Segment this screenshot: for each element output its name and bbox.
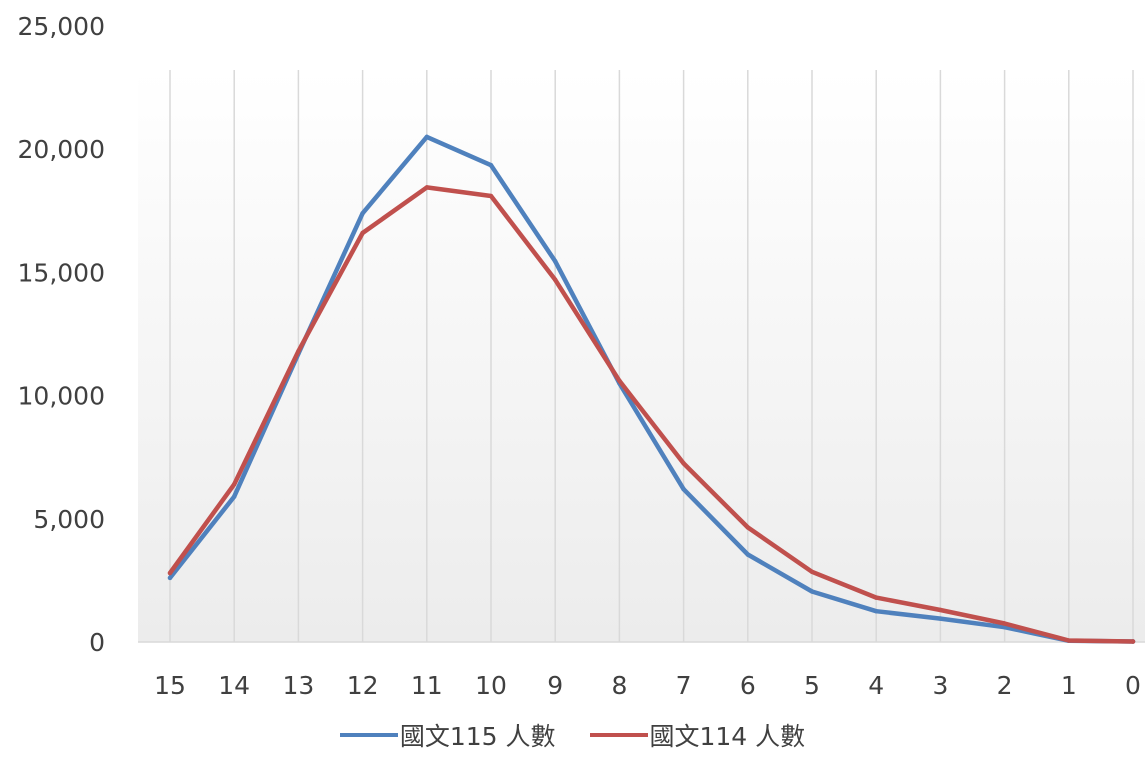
x-tick-label: 6: [740, 671, 756, 700]
data-point: [489, 194, 493, 198]
data-point: [425, 135, 429, 139]
y-tick-label: 25,000: [18, 12, 105, 41]
data-point: [168, 576, 172, 580]
data-point: [938, 616, 942, 620]
x-tick-label: 4: [868, 671, 884, 700]
y-tick-label: 5,000: [33, 505, 105, 534]
data-point: [617, 379, 621, 383]
plot-area: [138, 70, 1145, 642]
x-tick-label: 8: [611, 671, 627, 700]
x-tick-label: 5: [804, 671, 820, 700]
x-tick-label: 1: [1061, 671, 1077, 700]
data-point: [553, 259, 557, 263]
x-tick-label: 11: [411, 671, 443, 700]
data-point: [746, 552, 750, 556]
data-point: [810, 570, 814, 574]
x-tick-label: 3: [932, 671, 948, 700]
x-tick-label: 10: [475, 671, 507, 700]
data-point: [296, 349, 300, 353]
data-point: [1131, 639, 1135, 643]
y-tick-label: 0: [89, 628, 105, 657]
x-tick-label: 7: [676, 671, 692, 700]
data-point: [360, 231, 364, 235]
x-tick-label: 12: [347, 671, 379, 700]
data-point: [746, 525, 750, 529]
data-point: [874, 609, 878, 613]
x-tick-label: 13: [282, 671, 314, 700]
data-point: [168, 571, 172, 575]
y-tick-label: 10,000: [18, 382, 105, 411]
data-point: [810, 589, 814, 593]
y-tick-label: 20,000: [18, 135, 105, 164]
data-point: [1002, 621, 1006, 625]
data-point: [1067, 638, 1071, 642]
x-tick-label: 14: [218, 671, 250, 700]
data-point: [681, 461, 685, 465]
legend-item-series-2[interactable]: 國文114 人數: [590, 717, 806, 753]
x-tick-label: 2: [997, 671, 1013, 700]
legend-swatch-series-2: [590, 733, 648, 737]
data-point: [681, 487, 685, 491]
x-tick-label: 15: [154, 671, 186, 700]
data-point: [938, 608, 942, 612]
legend-item-series-1[interactable]: 國文115 人數: [340, 717, 556, 753]
data-point: [553, 278, 557, 282]
legend: 國文115 人數 國文114 人數: [0, 720, 1145, 750]
legend-label-series-1: 國文115 人數: [400, 717, 556, 753]
data-point: [874, 595, 878, 599]
x-tick-label: 0: [1125, 671, 1141, 700]
data-point: [232, 482, 236, 486]
data-point: [360, 211, 364, 215]
legend-swatch-series-1: [340, 733, 398, 737]
y-tick-label: 15,000: [18, 258, 105, 287]
data-point: [232, 494, 236, 498]
data-point: [425, 185, 429, 189]
legend-label-series-2: 國文114 人數: [650, 717, 806, 753]
x-tick-label: 9: [547, 671, 563, 700]
data-point: [489, 163, 493, 167]
